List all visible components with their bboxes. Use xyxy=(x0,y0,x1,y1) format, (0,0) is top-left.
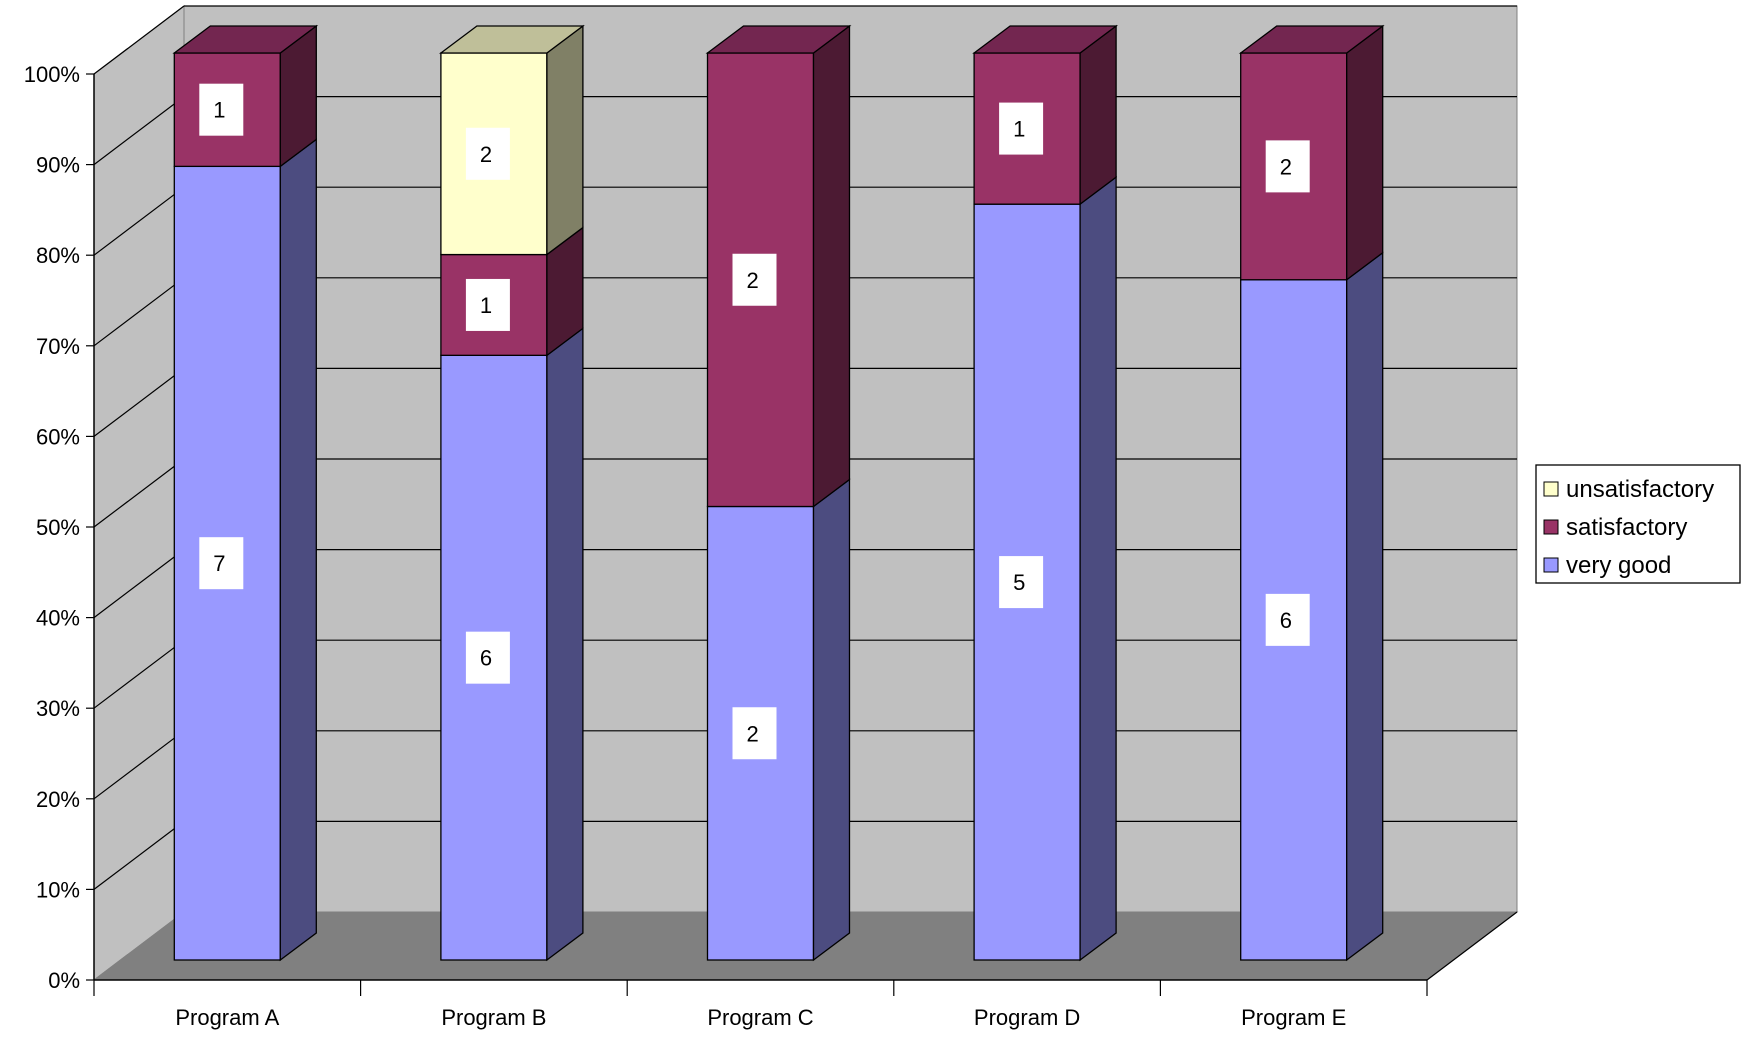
data-label-box xyxy=(465,127,510,180)
bar-program-a-satisfactory-top xyxy=(172,25,319,54)
data-label: 1 xyxy=(480,293,492,318)
x-tick-label: Program C xyxy=(707,1005,813,1030)
y-tick-label: 90% xyxy=(36,153,80,178)
bar-program-e-very-good xyxy=(1240,279,1348,961)
legend-label-very-good: very good xyxy=(1566,552,1671,579)
y-tick-label: 100% xyxy=(24,62,80,87)
data-label: 6 xyxy=(480,646,492,671)
data-label-box xyxy=(732,253,777,306)
data-label: 1 xyxy=(1013,117,1025,142)
bar-program-d-satisfactory-top xyxy=(972,25,1119,54)
data-label-box xyxy=(999,102,1044,155)
x-tick-label: Program B xyxy=(441,1005,546,1030)
bar-program-e-satisfactory-side xyxy=(1346,24,1384,282)
gridline-side xyxy=(93,367,185,437)
gridline-side xyxy=(93,277,185,347)
bars xyxy=(172,24,1385,962)
y-tick-label: 60% xyxy=(36,424,80,449)
gridline-side xyxy=(93,5,185,75)
data-label-box xyxy=(465,631,510,684)
x-axis: Program A Program B Program C Program D Prog… xyxy=(93,911,1518,1030)
gridline-side xyxy=(93,820,185,890)
gridline-side xyxy=(93,549,185,619)
data-label-box xyxy=(199,537,244,590)
gridline-side xyxy=(93,639,185,709)
y-tick-label: 40% xyxy=(36,606,80,631)
gridline-side xyxy=(93,730,185,800)
data-label: 2 xyxy=(747,268,759,293)
bar-program-b-unsatisfactory-top xyxy=(438,25,585,54)
data-label: 2 xyxy=(480,142,492,167)
y-tick-label: 50% xyxy=(36,515,80,540)
bar-program-d-satisfactory-side xyxy=(1079,24,1117,206)
y-tick-label: 20% xyxy=(36,787,80,812)
data-label: 6 xyxy=(1280,608,1292,633)
bar-program-c-satisfactory-top xyxy=(705,25,852,54)
data-label: 2 xyxy=(747,721,759,746)
x-tick-label: Program D xyxy=(974,1005,1080,1030)
floor-edge xyxy=(1426,911,1518,981)
y-tick-label: 30% xyxy=(36,696,80,721)
legend-label-satisfactory: satisfactory xyxy=(1566,514,1687,541)
bar-program-e-satisfactory-top xyxy=(1238,25,1385,54)
legend-label-unsatisfactory: unsatisfactory xyxy=(1566,476,1714,503)
legend-swatch-very-good xyxy=(1543,557,1559,573)
legend-swatch-satisfactory xyxy=(1543,519,1559,535)
bar-program-a-very-good-side xyxy=(279,138,317,962)
bar-program-e-very-good-side xyxy=(1346,251,1384,962)
data-label: 1 xyxy=(213,98,225,123)
data-label-box xyxy=(999,556,1044,609)
bar-program-b-very-good-side xyxy=(546,327,584,962)
data-label: 7 xyxy=(213,551,225,576)
gridline-side xyxy=(93,186,185,256)
bar-program-c-very-good-side xyxy=(812,478,851,962)
data-labels: 7 1 6 1 2 2 2 5 1 6 2 xyxy=(199,83,1310,760)
data-label: 2 xyxy=(1280,154,1292,179)
y-axis: 0% 10% 20% 30% 40% 50% 60% 70% 80% 90% 100% xyxy=(24,62,95,993)
y-tick-label: 0% xyxy=(48,968,80,993)
y-tick-label: 10% xyxy=(36,877,80,902)
data-label-box xyxy=(1265,593,1310,646)
y-tick-label: 70% xyxy=(36,334,80,359)
bar-program-d-very-good-side xyxy=(1079,175,1117,962)
y-tick-label: 80% xyxy=(36,243,80,268)
bar-program-b-unsatisfactory-side xyxy=(546,24,584,256)
data-label-box xyxy=(732,707,777,760)
data-label-box xyxy=(465,278,510,331)
data-label: 5 xyxy=(1013,570,1025,595)
bar-program-c-satisfactory-side xyxy=(812,24,851,508)
gridline-side xyxy=(93,458,185,528)
data-label-box xyxy=(1265,140,1310,193)
legend-swatch-unsatisfactory xyxy=(1543,481,1559,497)
x-tick-label: Program E xyxy=(1241,1005,1346,1030)
gridline-side xyxy=(93,96,185,166)
data-label-box xyxy=(199,83,244,136)
legend-box xyxy=(1535,464,1741,584)
x-tick-label: Program A xyxy=(175,1005,279,1030)
legend: unsatisfactory satisfactory very good xyxy=(1535,464,1741,584)
